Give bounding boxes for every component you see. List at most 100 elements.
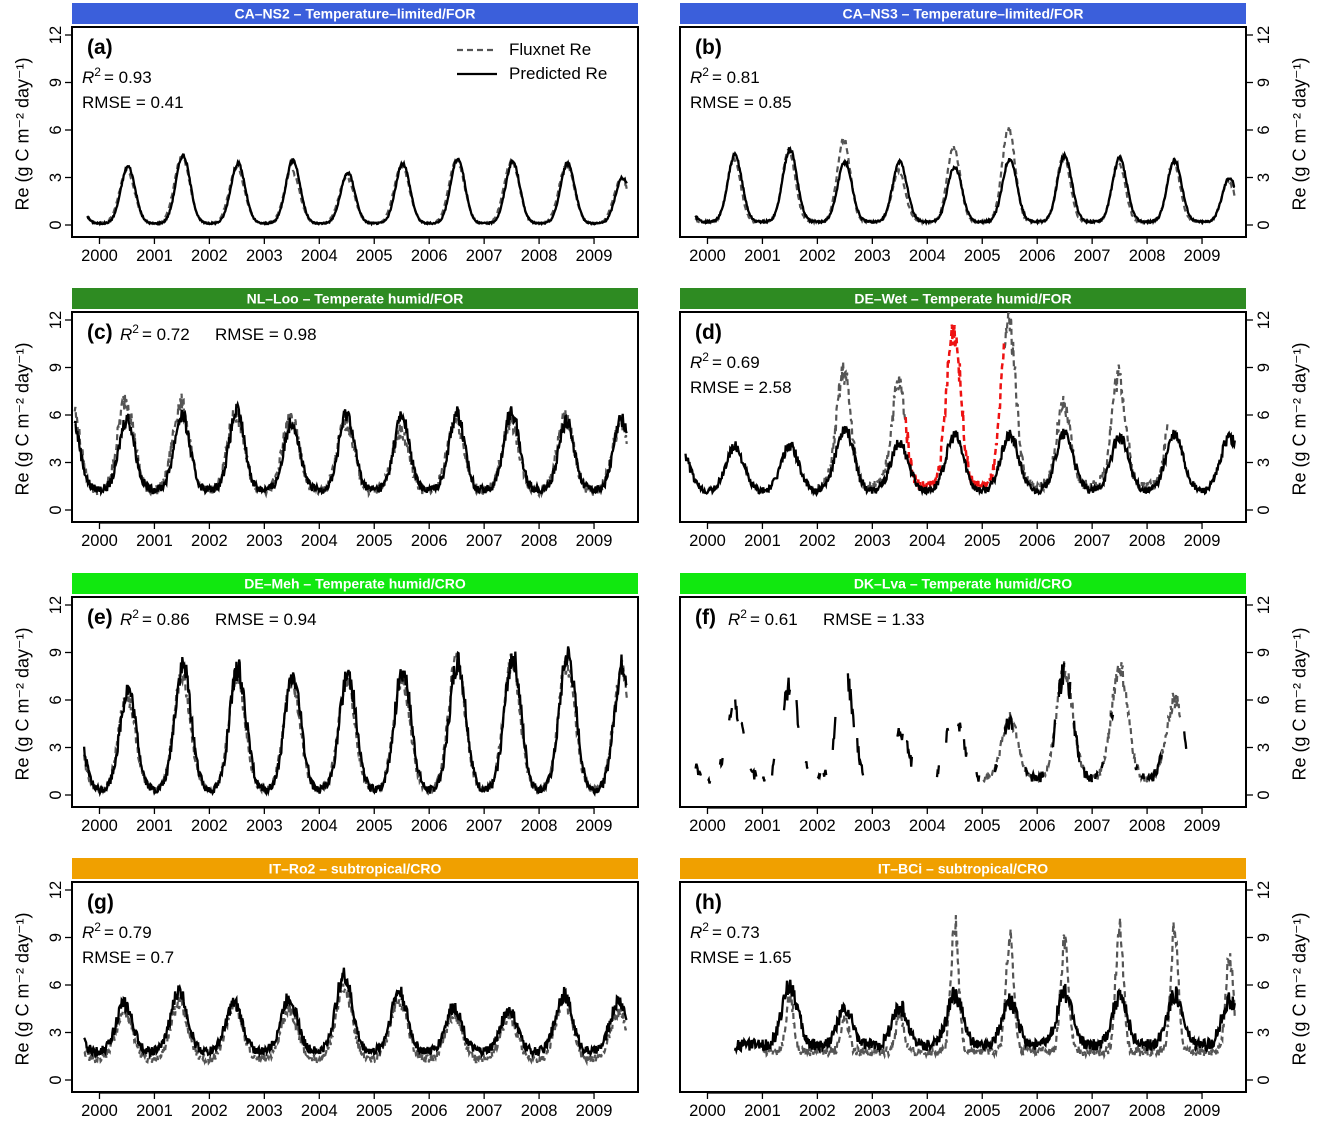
predicted-re-line: [73, 400, 628, 497]
panel-label: (e): [87, 606, 113, 629]
x-tick-label: 2005: [964, 247, 1001, 265]
x-tick-label: 2005: [964, 1102, 1001, 1117]
x-tick-label: 2001: [136, 1102, 173, 1117]
legend-fluxnet-label: Fluxnet Re: [509, 40, 591, 59]
y-axis: 0 3 6 9 12 Re (g C m⁻² day⁻¹): [12, 26, 73, 230]
panel-label: (h): [695, 891, 722, 914]
y-axis-label: Re (g C m⁻² day⁻¹): [12, 627, 32, 780]
x-tick-label: 2005: [356, 1102, 393, 1117]
site-banner: [680, 573, 1246, 594]
legend-predicted-label: Predicted Re: [509, 64, 607, 83]
panel-label: (b): [695, 36, 722, 59]
x-tick-label: 2008: [521, 532, 558, 550]
x-tick-label: 2005: [964, 817, 1001, 835]
x-tick-label: 2006: [411, 247, 448, 265]
x-axis: 2000 2001 2002 2003 2004 2005 2006 2007 2008 2009: [81, 1092, 612, 1120]
x-tick-label: 2007: [1074, 1102, 1111, 1117]
r-squared-value: = 0.73: [712, 923, 760, 942]
y-tick-label: 6: [1255, 125, 1273, 134]
r-squared-text: R2 = 0.93: [82, 65, 152, 87]
site-banner: [680, 858, 1246, 879]
site-title: DE–Meh – Temperate humid/CRO: [244, 576, 466, 592]
rmse-text: RMSE = 0.98: [215, 325, 317, 344]
r-squared-symbol: R: [728, 610, 740, 629]
y-axis: 0 3 6 9 12 Re (g C m⁻² day⁻¹): [12, 881, 73, 1085]
series-group: [73, 393, 628, 499]
r-squared-value: = 0.81: [712, 68, 760, 87]
y-tick-label: 0: [1255, 220, 1273, 229]
x-tick-label: 2000: [81, 247, 118, 265]
legend: Fluxnet Re Predicted Re: [457, 40, 607, 83]
x-tick-label: 2004: [909, 532, 946, 550]
series-group: [694, 661, 1188, 786]
y-axis-label: Re (g C m⁻² day⁻¹): [1289, 342, 1309, 495]
rmse-text: RMSE = 0.85: [690, 93, 792, 112]
x-tick-label: 2003: [854, 817, 891, 835]
x-tick-label: 2002: [799, 1102, 836, 1117]
x-tick-label: 2001: [136, 532, 173, 550]
y-tick-label: 0: [1255, 505, 1273, 514]
x-tick-label: 2002: [799, 247, 836, 265]
site-banner: [72, 288, 638, 309]
r-squared-value: = 0.72: [142, 325, 190, 344]
panel-f: DK–Lva – Temperate humid/CRO 2000 2001 2002…: [679, 573, 1309, 835]
rmse-text: RMSE = 0.94: [215, 610, 317, 629]
x-tick-label: 2001: [136, 247, 173, 265]
x-tick-label: 2002: [799, 817, 836, 835]
panel-label: (a): [87, 36, 113, 59]
y-tick-label: 9: [47, 78, 65, 87]
x-tick-label: 2007: [1074, 247, 1111, 265]
r-squared-symbol: R: [82, 923, 94, 942]
r-squared-symbol: R: [690, 353, 702, 372]
panel-e: DE–Meh – Temperate humid/CRO 2000 2001 2002…: [12, 573, 639, 835]
x-tick-label: 2007: [466, 532, 503, 550]
r-squared-value: = 0.93: [104, 68, 152, 87]
y-tick-label: 9: [1255, 363, 1273, 372]
site-title: IT–BCi – subtropical/CRO: [878, 861, 1048, 877]
x-tick-label: 2006: [1019, 1102, 1056, 1117]
x-tick-label: 2001: [744, 1102, 781, 1117]
x-tick-label: 2009: [1184, 1102, 1221, 1117]
r-squared-symbol: R: [690, 68, 702, 87]
panel-a: CA–NS2 – Temperature–limited/FOR 2000 2001…: [12, 3, 639, 265]
x-tick-label: 2004: [301, 247, 338, 265]
y-tick-label: 6: [47, 410, 65, 419]
x-tick-label: 2003: [854, 532, 891, 550]
y-tick-label: 3: [1255, 173, 1273, 182]
x-tick-label: 2003: [854, 1102, 891, 1117]
panel-h: IT–BCi – subtropical/CRO 2000 2001 2002 2003…: [679, 858, 1309, 1120]
rmse-text: RMSE = 1.33: [823, 610, 925, 629]
y-tick-label: 0: [47, 1075, 65, 1084]
fluxnet-re-line: [83, 983, 628, 1067]
y-tick-label: 6: [1255, 410, 1273, 419]
x-tick-label: 2008: [521, 817, 558, 835]
x-tick-label: 2008: [1129, 247, 1166, 265]
site-title: CA–NS3 – Temperature–limited/FOR: [843, 6, 1084, 22]
y-axis: 0 3 6 9 12 Re (g C m⁻² day⁻¹): [1245, 881, 1309, 1085]
site-banner: [680, 288, 1246, 309]
r-squared-superscript: 2: [132, 607, 139, 621]
x-tick-label: 2009: [1184, 247, 1221, 265]
r-squared-text: R2 = 0.72: [120, 322, 190, 344]
r-squared-superscript: 2: [702, 65, 709, 79]
y-tick-label: 3: [47, 1028, 65, 1037]
x-axis: 2000 2001 2002 2003 2004 2005 2006 2007 2008 2009: [689, 807, 1220, 835]
x-tick-label: 2001: [744, 532, 781, 550]
r-squared-value: = 0.61: [750, 610, 798, 629]
predicted-re-line: [86, 153, 628, 227]
r-squared-value: = 0.69: [712, 353, 760, 372]
y-tick-label: 9: [47, 648, 65, 657]
x-tick-label: 2007: [1074, 532, 1111, 550]
x-tick-label: 2005: [356, 247, 393, 265]
r-squared-value: = 0.86: [142, 610, 190, 629]
y-tick-label: 0: [1255, 1075, 1273, 1084]
r-squared-symbol: R: [690, 923, 702, 942]
site-banner: [72, 573, 638, 594]
y-tick-label: 12: [1255, 596, 1273, 614]
y-axis: 0 3 6 9 12 Re (g C m⁻² day⁻¹): [12, 596, 73, 800]
r-squared-superscript: 2: [94, 920, 101, 934]
panel-label: (f): [695, 606, 716, 629]
y-tick-label: 0: [47, 505, 65, 514]
y-tick-label: 9: [47, 363, 65, 372]
